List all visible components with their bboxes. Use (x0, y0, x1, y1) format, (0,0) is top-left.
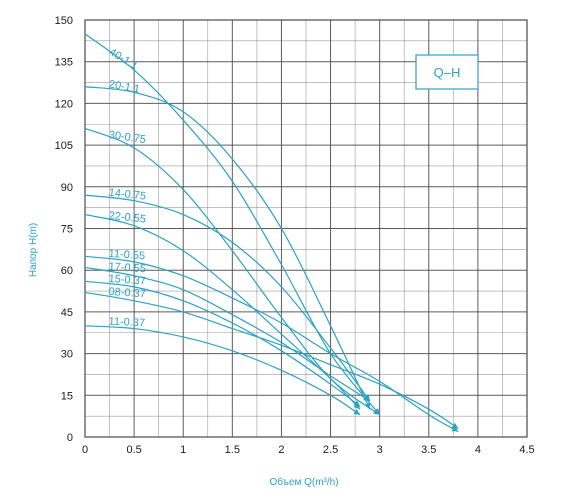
series-arrow-11-0.37 (353, 408, 361, 415)
series-label-40-1.1: 40-1.1 (107, 46, 140, 72)
series-label-08-0.37: 08-0.37 (108, 286, 146, 301)
series-arrow-30-0.75 (373, 408, 380, 415)
y-tick-label: 75 (61, 224, 73, 236)
series-label-20-1.1: 20-1.1 (108, 78, 141, 95)
x-axis-label: Объем Q(m³/h) (269, 476, 338, 488)
y-tick-labels: 0 15 30 45 60 75 90 105 120 135 150 (55, 15, 73, 444)
series-label-15-0.37: 15-0.37 (108, 273, 146, 288)
chart-badge-box (415, 54, 479, 90)
series-label-11-0.55: 11-0.55 (108, 248, 145, 263)
series-arrow-08-0.37 (451, 422, 459, 429)
series-arrow-17-0.55 (363, 395, 370, 401)
plot-frame (84, 19, 528, 438)
x-tick-label: 3.5 (421, 444, 436, 456)
x-tick-label: 4.5 (519, 444, 534, 456)
series-line-14-0.75 (84, 194, 371, 402)
x-tick-label: 4 (475, 444, 481, 456)
x-tick-label: 0 (82, 444, 88, 456)
x-tick-labels: 0 0.5 1 1.5 2 2.5 3 3.5 4 4.5 (82, 444, 535, 456)
y-tick-label: 45 (61, 307, 73, 319)
series-line-20-1.1 (84, 86, 371, 410)
x-tick-label: 0.5 (126, 444, 141, 456)
y-tick-label: 90 (61, 182, 73, 194)
series-label-11-0.37: 11-0.37 (108, 316, 145, 330)
x-tick-label: 1 (180, 444, 186, 456)
y-axis-label: Напор H(m) (28, 223, 39, 277)
x-tick-label: 2 (278, 444, 284, 456)
series-arrow-11-0.55 (451, 425, 459, 432)
y-tick-label: 0 (67, 432, 73, 444)
series-line-17-0.55 (84, 266, 371, 402)
y-tick-label: 120 (55, 98, 73, 110)
y-tick-label: 105 (55, 140, 73, 152)
series-label-22-0.55: 22-0.55 (108, 210, 146, 226)
y-tick-label: 15 (61, 390, 73, 402)
y-tick-label: 30 (61, 349, 73, 361)
series-label-30-0.75: 30-0.75 (108, 129, 147, 146)
chart-badge: Q–H (415, 54, 479, 90)
series-line-22-0.55 (84, 214, 361, 410)
y-tick-label: 135 (55, 57, 73, 69)
y-tick-label: 150 (55, 15, 73, 27)
x-tick-label: 2.5 (323, 444, 338, 456)
x-tick-label: 1.5 (225, 444, 240, 456)
series-line-11-0.55 (84, 255, 459, 432)
series-line-08-0.37 (84, 291, 459, 430)
series-line-15-0.37 (84, 280, 361, 407)
x-tick-label: 3 (377, 444, 383, 456)
y-tick-label: 60 (61, 265, 73, 277)
curve-layer (84, 33, 459, 432)
series-label-14-0.75: 14-0.75 (108, 187, 146, 203)
series-line-11-0.37 (84, 325, 361, 416)
series-label-17-0.55: 17-0.55 (108, 261, 146, 276)
series-arrow-15-0.37 (353, 400, 361, 407)
series-labels: 40-1.1 20-1.1 30-0.75 14-0.75 22-0.55 11-0.55… (107, 46, 147, 329)
chart-badge-text: Q–H (434, 65, 461, 80)
